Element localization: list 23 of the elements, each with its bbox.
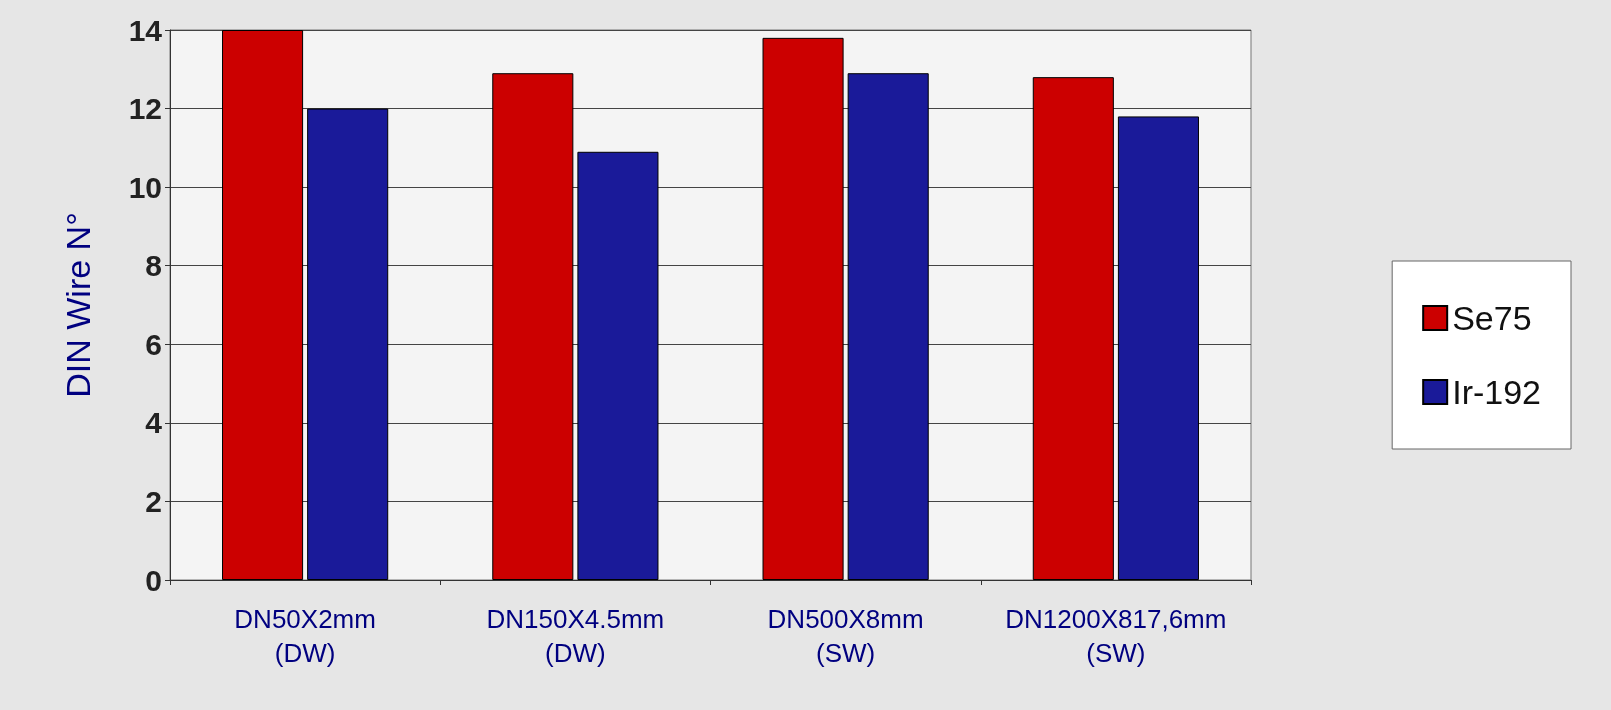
x-tick-label: DN150X4.5mm (DW): [486, 604, 665, 668]
bar: [762, 37, 844, 580]
y-tick-label: 6: [145, 327, 162, 361]
bar: [1117, 116, 1199, 580]
y-tick-label: 4: [145, 406, 163, 440]
x-tick-label: DN1200X817,6mm (SW): [1005, 604, 1227, 668]
legend-label: Ir-192: [1452, 373, 1542, 411]
bar: [847, 73, 929, 580]
legend-label: Se75: [1452, 299, 1532, 337]
y-tick-label: 10: [128, 170, 162, 204]
bar: [222, 30, 304, 580]
y-tick-label: 0: [145, 563, 162, 597]
y-axis-title: DIN Wire N°: [59, 212, 97, 398]
y-tick-label: 12: [128, 92, 162, 126]
x-tick-label: DN500X8mm (SW): [767, 604, 924, 668]
y-tick-label: 2: [145, 484, 162, 518]
bar: [492, 73, 574, 580]
bar: [1032, 77, 1114, 580]
bar: [577, 151, 659, 580]
bar: [307, 108, 389, 580]
x-tick-label: DN50X2mm (DW): [234, 604, 376, 668]
y-tick-label: 14: [128, 13, 163, 47]
y-tick-label: 8: [145, 249, 162, 283]
